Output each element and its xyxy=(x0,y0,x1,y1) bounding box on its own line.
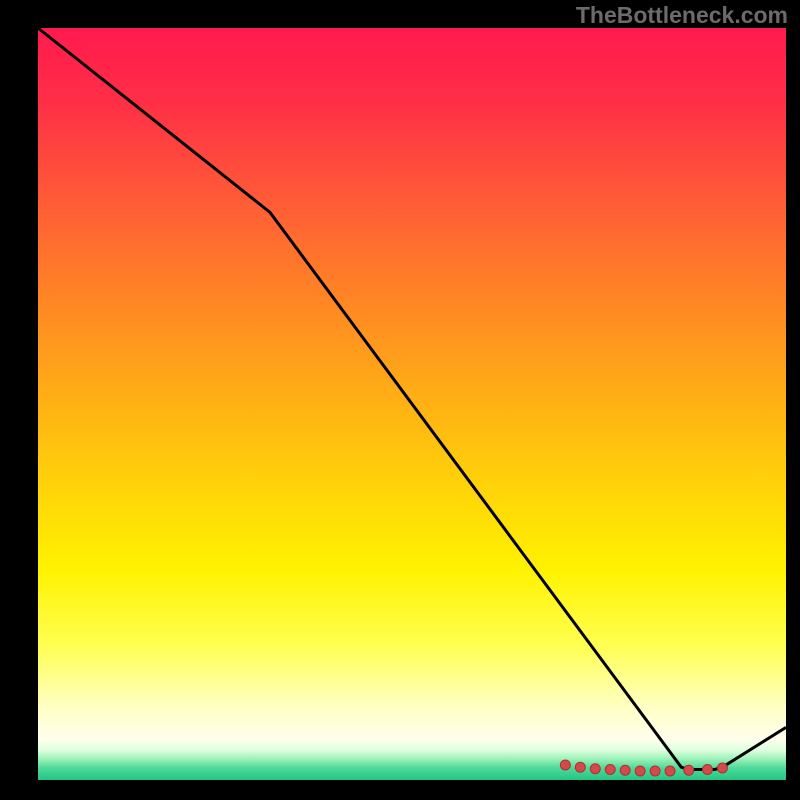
data-marker xyxy=(665,766,675,776)
data-marker xyxy=(560,760,570,770)
chart-container: TheBottleneck.com xyxy=(0,0,800,800)
data-marker xyxy=(717,763,727,773)
data-marker xyxy=(635,766,645,776)
chart-svg xyxy=(0,0,800,800)
data-marker xyxy=(620,765,630,775)
data-marker xyxy=(605,764,615,774)
data-marker xyxy=(650,766,660,776)
data-marker xyxy=(702,764,712,774)
watermark-text: TheBottleneck.com xyxy=(576,2,788,29)
data-marker xyxy=(590,764,600,774)
data-marker xyxy=(575,762,585,772)
data-marker xyxy=(684,765,694,775)
